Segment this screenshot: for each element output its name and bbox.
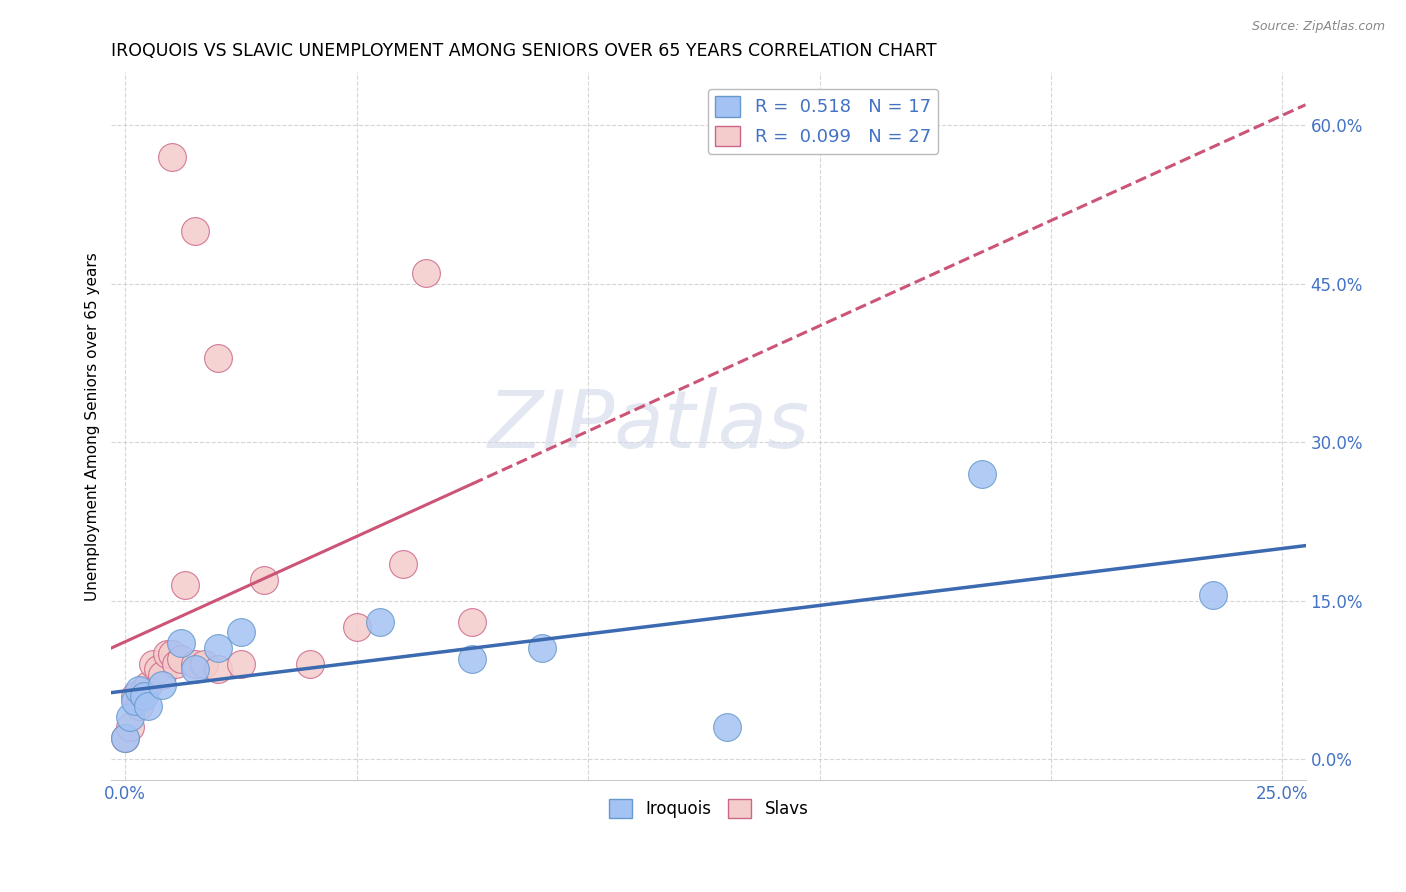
Point [156,647,179,661]
Point [160,150,183,164]
Text: ZIPatlas: ZIPatlas [488,387,810,466]
Point [114,731,136,745]
Point [150,678,173,692]
Point [530,641,553,656]
Point [128,699,150,714]
Legend: Iroquois, Slavs: Iroquois, Slavs [602,792,815,825]
Point [165,657,187,671]
Point [415,266,437,280]
Point [461,652,484,666]
Point [392,557,415,571]
Point [138,699,160,714]
Y-axis label: Unemployment Among Seniors over 65 years: Unemployment Among Seniors over 65 years [86,252,100,600]
Point [183,657,205,671]
Point [170,636,193,650]
Point [183,662,205,676]
Point [150,667,173,681]
Point [1202,588,1225,602]
Point [174,578,197,592]
Point [193,657,215,671]
Point [124,689,146,703]
Text: Source: ZipAtlas.com: Source: ZipAtlas.com [1251,20,1385,33]
Point [716,721,738,735]
Point [118,721,141,735]
Point [132,683,155,698]
Point [142,657,165,671]
Point [970,467,993,481]
Point [114,731,136,745]
Point [118,710,141,724]
Point [183,224,205,238]
Point [346,620,368,634]
Point [146,662,169,676]
Point [128,683,150,698]
Text: IROQUOIS VS SLAVIC UNEMPLOYMENT AMONG SENIORS OVER 65 YEARS CORRELATION CHART: IROQUOIS VS SLAVIC UNEMPLOYMENT AMONG SE… [111,42,936,60]
Point [170,652,193,666]
Point [207,351,229,365]
Point [253,573,276,587]
Point [207,641,229,656]
Point [124,694,146,708]
Point [368,615,391,629]
Point [229,657,252,671]
Point [138,678,160,692]
Point [207,662,229,676]
Point [229,625,252,640]
Point [132,689,155,703]
Point [160,647,183,661]
Point [461,615,484,629]
Point [299,657,322,671]
